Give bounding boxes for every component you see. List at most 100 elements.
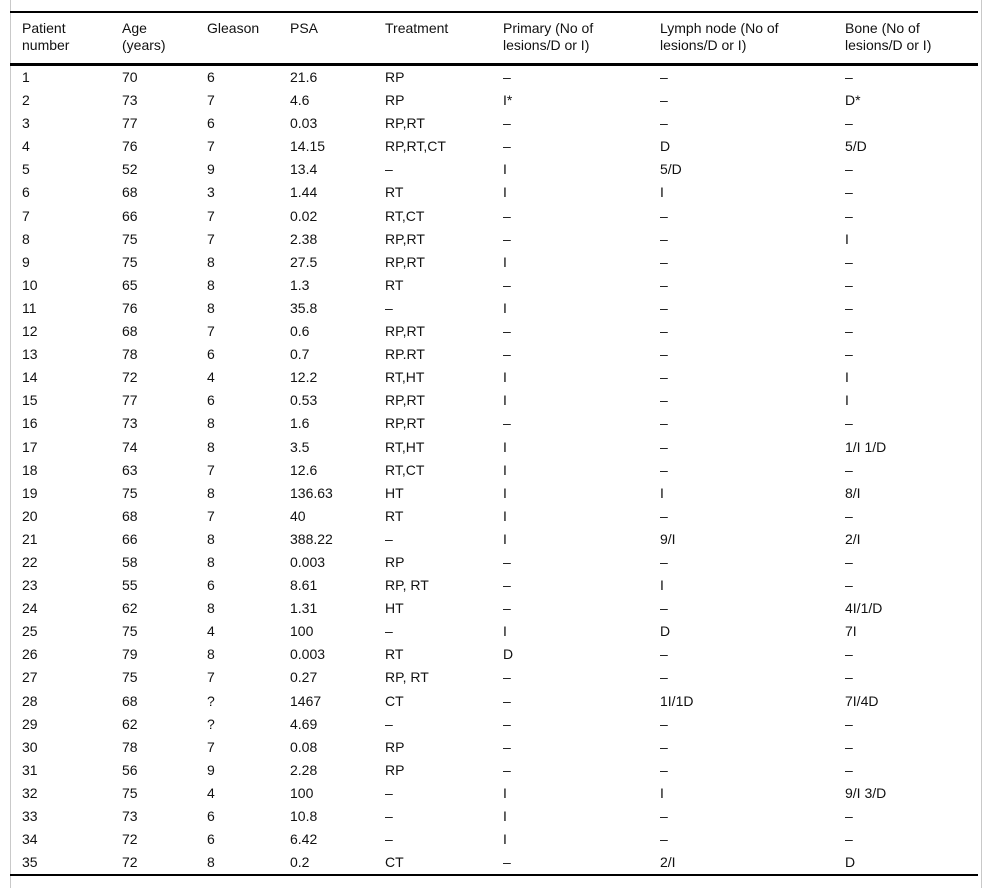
table-row: 11 76 8 35.8 – I – – [10,297,978,320]
table-cell: 66 [122,530,138,547]
table-cell: 8 [207,438,215,455]
table-cell: – [385,808,393,824]
table-cell: 35 [10,851,110,877]
table-cell: – [660,831,668,848]
table-cell: 4.6 [290,92,310,109]
table-row: 32 75 4 100 – I I 9/I 3/D [10,782,978,805]
table-cell: 3 [22,115,30,132]
table-cell: – [385,530,393,547]
table-cell: 1 [22,69,30,85]
table-cell: 6 [207,69,215,85]
table-cell: – [660,738,668,755]
table-cell: – [503,600,511,617]
table-row: 25 75 4 100 – I D 7I [10,620,978,643]
table-cell: 7 [22,207,30,224]
table-cell: I [503,831,507,848]
table-cell: RP,RT,CT [385,138,446,155]
table-row: 10 65 8 1.3 RT – – – [10,274,978,297]
table-row: 7 66 7 0.02 RT,CT – – – [10,205,978,228]
table-cell: I [503,507,507,524]
table-cell: RP [385,69,405,85]
table-cell: 62 [122,715,138,732]
table-cell: 8 [207,646,215,663]
table-cell: 4 [207,784,215,801]
table-cell: 77 [122,115,138,132]
table-cell: 12.6 [290,461,318,478]
table-cell: I [503,161,507,178]
table-cell: – [503,207,511,224]
table-cell: – [845,115,853,132]
table-body: 1 70 6 21.6 RP – – –2 73 7 4.6 RP I* – D* 3 77 6 0.03 RP,RT… [10,65,978,877]
table-cell: 70 [122,69,138,85]
table-cell: 9 [207,161,215,178]
table-cell: 7I/4D [845,692,879,709]
table-cell: 68 [122,323,138,340]
table-cell: – [385,623,393,640]
table-cell: 8 [207,253,215,270]
column-header-lymph-node: Lymph node (No of lesions/D or I) [648,11,833,66]
table-cell: RP,RT [385,115,425,132]
table-cell: 75 [122,623,138,640]
table-row: 17 74 8 3.5 RT,HT I – 1/I 1/D [10,436,978,459]
table-cell: 27 [22,669,38,686]
table-cell: 7 [207,230,215,247]
table-cell: 7 [207,461,215,478]
table-cell: 8.61 [290,577,318,594]
table-cell: 7 [207,207,215,224]
table-cell: 0.03 [290,115,318,132]
table-cell: CT [373,851,491,877]
table-cell: – [660,415,668,432]
table-cell: 5/D [660,161,682,178]
table-cell: 3.5 [290,438,310,455]
table-row: 27 75 7 0.27 RP, RT – – – [10,666,978,689]
table-row: 24 62 8 1.31 HT – – 4I/1/D [10,597,978,620]
table-cell: 16 [22,415,38,432]
table-cell: ? [207,715,215,732]
table-header: Patient number Age (years) Gleason PSA T… [10,11,978,66]
table-cell: 6 [22,184,30,201]
table-cell: – [845,346,853,363]
table-cell: 0.003 [290,646,326,663]
table-cell: 72 [110,851,195,877]
patient-table: Patient number Age (years) Gleason PSA T… [10,11,978,877]
table-cell: – [660,669,668,686]
table-cell: 72 [122,831,138,848]
column-header-bone: Bone (No of lesions/D or I) [833,11,978,66]
table-cell: HT [385,484,404,501]
table-cell: 9 [207,761,215,778]
table-cell: 6 [207,115,215,132]
table-cell: 68 [122,507,138,524]
table-cell: RT [385,276,404,293]
table-cell: – [503,276,511,293]
table-cell: 40 [290,507,306,524]
table-row: 3 77 6 0.03 RP,RT – – – [10,112,978,135]
table-cell: 7 [207,507,215,524]
table-cell: 14.15 [290,138,326,155]
table-cell: 1.31 [290,600,318,617]
table-cell: 8/I [845,484,861,501]
table-row: 22 58 8 0.003 RP – – – [10,551,978,574]
header-row: Patient number Age (years) Gleason PSA T… [10,11,978,66]
table-cell: – [845,738,853,755]
table-row: 28 68? 1467 CT – 1I/1D 7I/4D [10,690,978,713]
table-cell: 73 [122,92,138,109]
table-row: 1 70 6 21.6 RP – – – [10,65,978,90]
table-cell: RP,RT [385,415,425,432]
table-cell: 5 [22,161,30,178]
table-cell: 8 [207,600,215,617]
table-cell: – [845,715,853,732]
table-cell: – [660,507,668,524]
table-cell: – [385,161,393,178]
table-cell: I* [503,92,513,109]
table-cell: D [503,646,514,663]
table-cell: – [845,161,853,178]
table-cell: RP [385,738,405,755]
table-cell: 58 [122,553,138,570]
table-cell: 2.38 [290,230,318,247]
table-cell: 30 [22,738,38,755]
column-header-patient-number: Patient number [10,11,110,66]
table-cell: 7 [207,738,215,755]
table-cell: 100 [290,623,314,640]
table-cell: 66 [122,207,138,224]
table-cell: – [660,369,668,386]
